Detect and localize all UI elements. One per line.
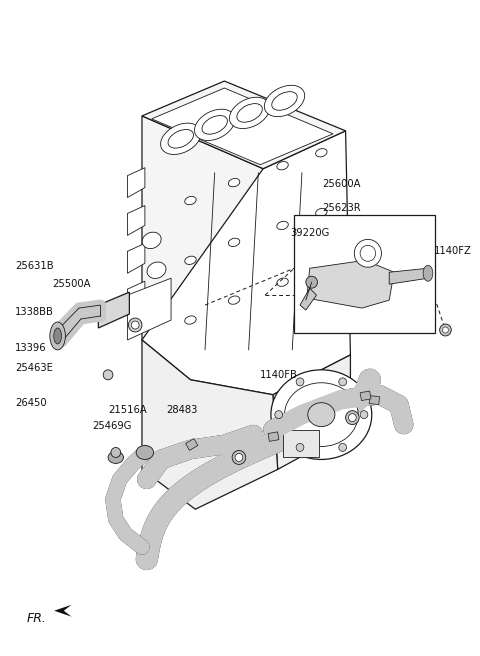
Ellipse shape <box>111 447 120 457</box>
Text: FR.: FR. <box>27 612 47 625</box>
Ellipse shape <box>108 451 123 463</box>
Ellipse shape <box>185 316 196 324</box>
Bar <box>268 432 279 441</box>
Ellipse shape <box>185 256 196 264</box>
Text: 13396: 13396 <box>15 342 47 352</box>
Text: 26450: 26450 <box>15 398 47 408</box>
Polygon shape <box>389 268 428 284</box>
Text: 28483: 28483 <box>167 405 198 415</box>
Ellipse shape <box>316 209 327 216</box>
Ellipse shape <box>50 322 65 350</box>
Ellipse shape <box>185 196 196 205</box>
Ellipse shape <box>348 414 356 422</box>
Text: 39220G: 39220G <box>290 228 329 238</box>
Ellipse shape <box>316 149 327 157</box>
Text: 25623R: 25623R <box>323 203 361 213</box>
Ellipse shape <box>237 104 263 122</box>
Ellipse shape <box>277 161 288 170</box>
Ellipse shape <box>271 370 372 459</box>
Polygon shape <box>127 243 145 274</box>
Text: 21516A: 21516A <box>108 405 147 415</box>
Ellipse shape <box>360 411 368 419</box>
Ellipse shape <box>229 97 270 129</box>
Ellipse shape <box>232 451 246 464</box>
Ellipse shape <box>194 109 235 140</box>
Text: 25600A: 25600A <box>323 179 361 190</box>
Polygon shape <box>142 340 278 509</box>
Polygon shape <box>142 131 350 395</box>
Ellipse shape <box>202 115 228 134</box>
Ellipse shape <box>235 453 243 461</box>
Polygon shape <box>98 292 130 328</box>
Ellipse shape <box>346 411 359 424</box>
Bar <box>294 215 435 333</box>
Ellipse shape <box>129 318 142 332</box>
Ellipse shape <box>285 382 358 447</box>
Polygon shape <box>152 88 333 165</box>
Bar <box>360 391 371 401</box>
Polygon shape <box>127 168 145 197</box>
Polygon shape <box>54 605 72 617</box>
Polygon shape <box>127 205 145 236</box>
Bar <box>186 438 198 451</box>
Polygon shape <box>142 81 346 169</box>
Ellipse shape <box>306 276 317 288</box>
Polygon shape <box>307 260 394 308</box>
Ellipse shape <box>443 327 448 333</box>
Text: 25469G: 25469G <box>92 421 132 431</box>
Ellipse shape <box>339 443 347 451</box>
Ellipse shape <box>440 324 451 336</box>
Ellipse shape <box>275 411 283 419</box>
Ellipse shape <box>228 238 240 247</box>
Ellipse shape <box>354 239 382 267</box>
Ellipse shape <box>142 232 161 249</box>
Text: 1140FZ: 1140FZ <box>434 246 472 256</box>
Ellipse shape <box>103 370 113 380</box>
Ellipse shape <box>132 321 139 329</box>
Ellipse shape <box>339 378 347 386</box>
Ellipse shape <box>136 445 154 459</box>
Polygon shape <box>127 278 171 340</box>
Ellipse shape <box>296 443 304 451</box>
Polygon shape <box>300 288 316 310</box>
Ellipse shape <box>277 278 288 286</box>
Text: 25463E: 25463E <box>15 363 53 373</box>
Ellipse shape <box>228 296 240 304</box>
Ellipse shape <box>423 265 433 281</box>
Text: 1338BB: 1338BB <box>15 306 54 317</box>
Ellipse shape <box>54 328 61 344</box>
Bar <box>369 396 380 405</box>
Ellipse shape <box>228 178 240 187</box>
Ellipse shape <box>161 123 201 154</box>
Bar <box>283 430 319 457</box>
Ellipse shape <box>264 85 305 117</box>
Ellipse shape <box>277 221 288 230</box>
Ellipse shape <box>360 245 376 261</box>
Ellipse shape <box>272 92 297 110</box>
Polygon shape <box>127 281 145 311</box>
Ellipse shape <box>296 378 304 386</box>
Ellipse shape <box>168 129 193 148</box>
Polygon shape <box>273 355 350 470</box>
Text: 25500A: 25500A <box>53 279 91 289</box>
Text: 25631B: 25631B <box>15 261 54 271</box>
Polygon shape <box>142 116 263 380</box>
Ellipse shape <box>308 403 335 426</box>
Ellipse shape <box>147 262 166 278</box>
Text: 1140FB: 1140FB <box>260 370 298 380</box>
